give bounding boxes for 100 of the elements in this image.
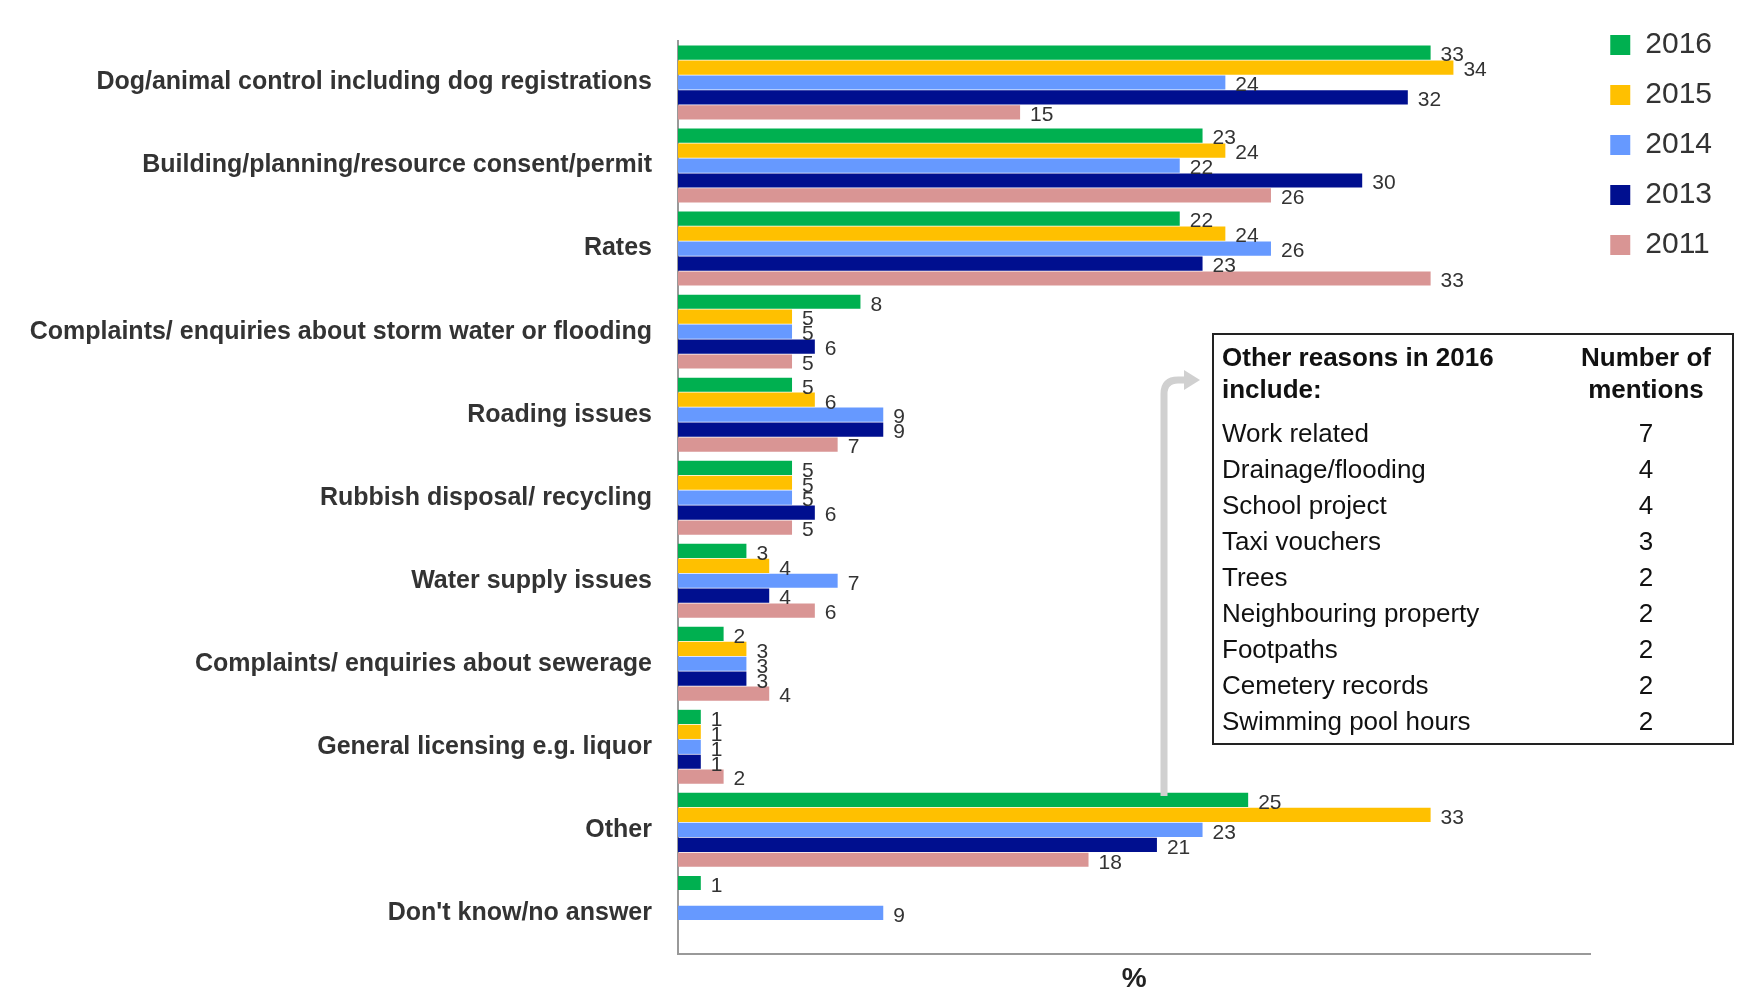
y-tick-label: Rubbish disposal/ recycling <box>319 481 652 510</box>
data-label: 9 <box>893 902 905 926</box>
data-label: 33 <box>1440 42 1464 66</box>
bar <box>678 90 1408 105</box>
y-tick-label: Don't know/no answer <box>387 896 653 925</box>
annotation: Other reasons in 2016 include: <box>1221 341 1495 406</box>
bar <box>678 505 815 520</box>
data-label: 26 <box>1280 238 1305 262</box>
data-label: 24 <box>1235 72 1260 96</box>
annotation: Drainage/flooding <box>1221 453 1427 486</box>
bar <box>678 543 747 558</box>
data-label: 4 <box>779 683 792 707</box>
data-label: 6 <box>824 502 837 526</box>
bar <box>678 241 1271 256</box>
legend-label: 2016 <box>1645 26 1713 60</box>
data-label: 23 <box>1212 253 1236 277</box>
bar <box>678 603 815 618</box>
data-label: 5 <box>802 351 814 375</box>
data-label: 34 <box>1463 57 1488 81</box>
y-tick-label: Roading issues <box>467 398 652 427</box>
annotation: Neighbouring property <box>1221 597 1481 630</box>
bar <box>678 256 1203 271</box>
data-label: 30 <box>1372 170 1396 194</box>
legend-label: 2014 <box>1645 126 1713 160</box>
y-tick-label: Water supply issues <box>411 564 652 593</box>
data-label: 25 <box>1258 789 1282 813</box>
annotation: Cemetery records <box>1221 669 1430 702</box>
data-label: 6 <box>824 336 837 360</box>
y-tick-label: Other <box>585 813 653 842</box>
y-tick-label: Dog/animal control including dog registrations <box>96 66 652 95</box>
data-label: 8 <box>870 291 883 315</box>
y-tick-label: Building/planning/resource consent/permit <box>142 149 653 178</box>
text: 4 <box>1637 489 1655 522</box>
bar <box>678 573 838 588</box>
data-label: 1 <box>710 872 723 896</box>
bar <box>678 105 1021 120</box>
text: 2 <box>1637 561 1655 594</box>
data-label: 6 <box>824 389 837 413</box>
text: 2 <box>1637 705 1655 738</box>
data-label: 33 <box>1440 268 1464 292</box>
bar <box>678 837 1157 852</box>
bar <box>678 271 1431 286</box>
data-label: 26 <box>1280 185 1305 209</box>
bar <box>678 294 861 309</box>
bar <box>678 128 1203 143</box>
text: 4 <box>1637 453 1655 486</box>
bar <box>678 626 724 641</box>
bar <box>678 709 701 725</box>
bar <box>678 588 770 603</box>
data-label: 23 <box>1212 819 1236 843</box>
bar <box>678 460 793 475</box>
y-tick-label: Complaints/ enquiries about storm water or flooding <box>29 315 652 344</box>
bar <box>678 324 793 339</box>
bar <box>678 158 1180 173</box>
bar <box>678 60 1454 75</box>
data-label: 33 <box>1440 804 1464 828</box>
data-label: 2 <box>733 766 746 790</box>
data-label: 7 <box>847 434 860 458</box>
annotation: Number of mentions <box>1580 341 1712 406</box>
bar <box>678 724 701 739</box>
data-label: 22 <box>1189 155 1214 179</box>
y-tick-label: Rates <box>583 232 652 261</box>
bar <box>678 905 884 920</box>
text: 2 <box>1637 633 1655 666</box>
bar <box>678 822 1203 837</box>
annotation: Taxi vouchers <box>1221 525 1382 558</box>
legend-label: 2015 <box>1645 76 1713 110</box>
bar <box>678 188 1271 203</box>
bar <box>678 686 770 701</box>
x-axis-title: % <box>1121 961 1147 993</box>
bar <box>678 558 770 573</box>
data-label: 3 <box>756 540 769 564</box>
data-label: 18 <box>1098 849 1122 873</box>
data-label: 23 <box>1212 125 1236 149</box>
data-label: 5 <box>802 517 814 541</box>
annotation: Swimming pool hours <box>1221 705 1472 738</box>
bar <box>678 422 884 437</box>
bar <box>678 407 884 422</box>
bar <box>678 754 701 769</box>
data-label: 21 <box>1166 834 1191 858</box>
text: 2 <box>1637 597 1655 630</box>
bar <box>678 45 1431 60</box>
bar <box>678 807 1431 822</box>
data-label: 22 <box>1189 208 1214 232</box>
bar <box>678 490 793 505</box>
bar <box>678 671 747 686</box>
data-label: 15 <box>1030 102 1054 126</box>
y-tick-label: Complaints/ enquiries about sewerage <box>194 647 653 676</box>
bar <box>678 875 701 891</box>
data-label: 24 <box>1235 223 1260 247</box>
bar <box>678 377 793 392</box>
bar <box>678 211 1180 226</box>
data-label: 5 <box>802 374 814 398</box>
data-label: 6 <box>824 600 837 624</box>
text: 3 <box>1637 525 1655 558</box>
data-label: 2 <box>733 623 746 647</box>
data-label: 32 <box>1417 87 1442 111</box>
bar <box>678 475 793 490</box>
bar <box>678 75 1226 90</box>
bar <box>678 226 1226 241</box>
